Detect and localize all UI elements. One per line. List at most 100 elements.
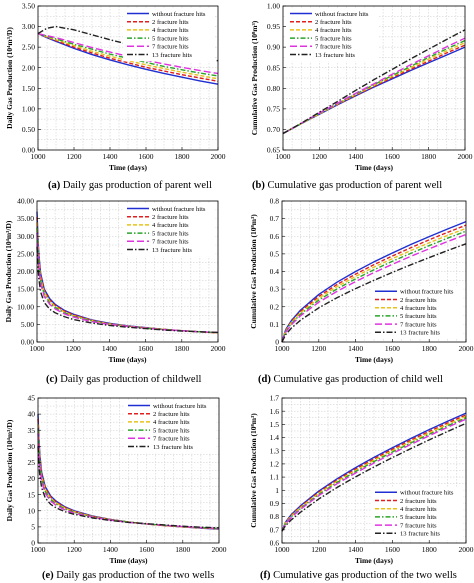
series-line-4	[37, 32, 219, 77]
legend-label: 7 fracture hits	[400, 522, 437, 529]
y-tick-label: 0.90	[267, 43, 280, 52]
chart-panel-3: 1000 1200 1400 1600 1800 2000 0.00 5.00 10.00 15.…	[4, 197, 226, 385]
legend-label: 2 fracture hits	[400, 498, 437, 505]
x-tick-label: 2000	[211, 152, 226, 161]
x-axis-label: Time (days)	[355, 556, 393, 565]
x-tick-label: 1000	[31, 152, 46, 161]
y-tick-label: 45	[28, 394, 36, 403]
panel-caption-letter: (b)	[252, 180, 265, 191]
y-tick-label: 1.3	[270, 446, 280, 455]
y-tick-label: 0	[275, 338, 279, 347]
legend-label: 4 fracture hits	[400, 305, 437, 312]
legend-label: 2 fracture hits	[153, 411, 190, 418]
x-tick-label: 1200	[66, 344, 81, 353]
panel-caption-text: Daily gas production of parent well	[60, 180, 212, 191]
legend-label: 5 fracture hits	[152, 35, 189, 42]
plot-frame	[37, 5, 219, 151]
y-axis-label: Cumulative Gas Production (10⁸m³)	[249, 214, 258, 329]
legend-label: without fracture hits	[152, 206, 206, 213]
y-tick-label: 1.6	[270, 407, 280, 416]
y-tick-label: 40.00	[17, 197, 34, 206]
y-tick-label: 0.7	[270, 525, 280, 534]
y-tick-label: 1.4	[270, 433, 280, 442]
y-tick-label: 1.00	[267, 2, 280, 11]
legend-label: 13 fracture hits	[400, 330, 440, 337]
series-line-6	[37, 446, 220, 529]
x-tick-label: 1200	[311, 545, 326, 554]
legend-label: 7 fracture hits	[152, 44, 189, 51]
x-tick-label: 1600	[139, 545, 154, 554]
x-tick-label: 1600	[138, 344, 153, 353]
x-tick-label: 1800	[421, 152, 436, 161]
y-tick-label: 1.5	[270, 420, 280, 429]
series-line-3	[282, 41, 466, 135]
y-tick-label: 5.00	[21, 320, 34, 329]
y-tick-label: 0.9	[270, 499, 280, 508]
legend-label: without fracture hits	[315, 11, 369, 18]
series-line-6	[282, 29, 466, 135]
panel-caption-text: Cumulative gas production of the two wel…	[271, 570, 457, 581]
y-tick-label: 0.6	[270, 232, 280, 241]
legend-label: 13 fracture hits	[152, 52, 192, 59]
y-tick-label: 1.00	[22, 104, 35, 113]
legend-label: without fracture hits	[152, 11, 206, 18]
series-line-1	[37, 32, 219, 85]
legend-label: 5 fracture hits	[400, 514, 437, 521]
x-tick-label: 1800	[175, 545, 190, 554]
x-tick-label: 1000	[30, 344, 45, 353]
legend-box	[124, 400, 216, 454]
legend-label: 4 fracture hits	[153, 419, 190, 426]
series-line-2	[37, 32, 219, 82]
legend-label: 4 fracture hits	[315, 27, 352, 34]
series-line-2	[282, 44, 466, 135]
panel-caption-text: Cumulative gas production of child well	[271, 374, 443, 385]
x-tick-label: 1000	[31, 545, 46, 554]
legend-box	[371, 285, 463, 339]
x-tick-label: 1800	[422, 344, 437, 353]
y-tick-label: 0.7	[270, 214, 280, 223]
y-axis-label: Daily Gas Production (10⁴m³/D)	[4, 220, 13, 322]
series-line-6	[36, 246, 219, 334]
y-axis-label: Cumulative Gas Production (10⁸m³)	[249, 413, 258, 528]
y-tick-label: 0.85	[267, 63, 280, 72]
panel-caption: (a) Daily gas production of parent well	[48, 180, 212, 191]
y-tick-label: 40	[28, 410, 36, 419]
y-tick-label: 20	[28, 474, 36, 483]
series-line-3	[37, 32, 219, 80]
plot-frame	[37, 397, 220, 544]
legend-box	[123, 8, 215, 62]
series-line-1	[281, 220, 467, 343]
x-tick-label: 1800	[422, 545, 437, 554]
y-tick-label: 10.00	[17, 302, 34, 311]
panel-caption-letter: (d)	[258, 374, 271, 385]
x-tick-label: 1400	[103, 545, 118, 554]
y-tick-label: 0.80	[267, 84, 280, 93]
legend-label: 13 fracture hits	[153, 444, 193, 451]
y-tick-label: 0	[31, 539, 35, 548]
y-tick-label: 0.8	[270, 197, 280, 206]
legend-label: 4 fracture hits	[400, 506, 437, 513]
x-tick-label: 2000	[459, 344, 474, 353]
x-tick-label: 1400	[102, 344, 117, 353]
legend-box	[123, 203, 215, 257]
y-tick-label: 1.2	[270, 460, 280, 469]
legend-box	[286, 8, 378, 62]
y-tick-label: 0.00	[22, 146, 35, 155]
panel-caption-text: Daily gas production of the two wells	[54, 570, 215, 581]
chart-panel-4: 1000 1200 1400 1600 1800 2000 0 0.1 0.2 0.3 0.4 0.5…	[249, 197, 474, 385]
x-tick-label: 2000	[211, 344, 226, 353]
x-tick-label: 1400	[348, 545, 363, 554]
y-tick-label: 10	[28, 506, 36, 515]
x-tick-label: 1200	[311, 344, 326, 353]
x-tick-label: 2000	[459, 545, 474, 554]
legend-label: 13 fracture hits	[400, 531, 440, 538]
y-tick-label: 3.00	[22, 22, 35, 31]
panel-caption-letter: (a)	[48, 180, 61, 191]
series-line-5	[36, 232, 219, 334]
y-axis-label: Daily Gas Production (10⁴m³/D)	[5, 27, 14, 129]
y-tick-label: 0.3	[270, 285, 280, 294]
